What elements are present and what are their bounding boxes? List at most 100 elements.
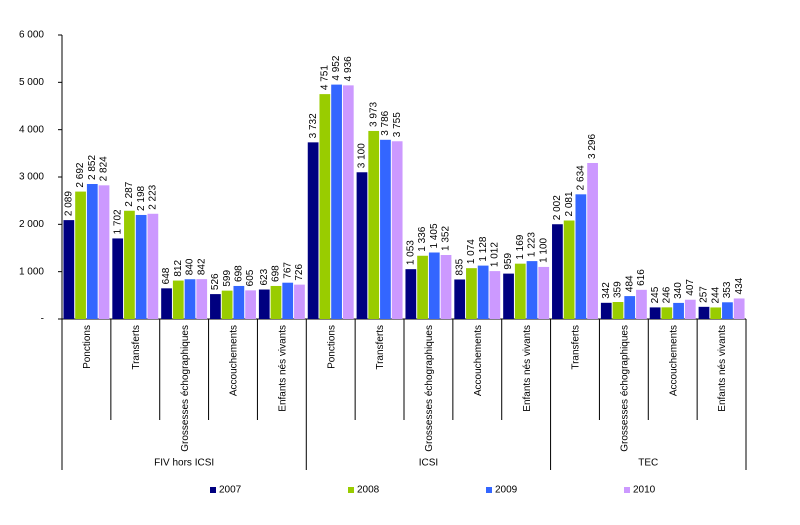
bar [612,302,624,319]
bar [673,302,684,319]
bar [514,263,526,319]
legend-label: 2009 [495,485,518,496]
category-label: Grossesses échographiques [619,325,630,452]
bar [258,289,270,319]
bar [503,273,514,319]
y-tick-label: 5 000 [19,77,44,88]
bar [270,285,282,319]
value-label: 835 [454,258,465,275]
bar [710,307,722,319]
value-label: 812 [173,259,184,276]
value-label: 2 223 [148,184,159,209]
bar [282,282,294,319]
y-tick-label: 2 000 [19,219,44,230]
category-label: Enfants nés vivants [277,325,288,412]
value-label: 3 786 [380,110,391,135]
category-label: Ponctions [326,325,337,369]
group-label: ICSI [419,458,438,469]
value-label: 959 [503,252,514,269]
y-tick-label: 3 000 [19,172,44,183]
value-label: 1 223 [527,232,538,257]
bar [600,302,612,319]
value-label: 257 [699,286,710,303]
category-label: Accouchements [229,325,240,396]
category-label: Transferts [571,325,582,370]
value-label: 1 100 [538,237,549,262]
legend-label: 2008 [357,485,380,496]
bar [391,141,403,319]
bar [417,255,428,319]
value-label: 1 074 [466,239,477,264]
value-label: 2 634 [576,165,587,190]
bar [356,172,368,319]
value-label: 726 [294,264,305,281]
value-label: 4 936 [343,56,354,81]
value-label: 407 [685,279,696,296]
bar [636,289,647,319]
bar [538,266,550,319]
bar [552,224,563,319]
value-label: 840 [185,258,196,275]
value-label: 484 [624,275,635,292]
bar [649,307,661,319]
bar [75,191,86,319]
bar [575,194,587,319]
bar [331,84,342,319]
bar [184,279,196,319]
bar [526,261,538,319]
group-label: FIV hors ICSI [154,458,214,469]
bar [405,269,417,319]
value-label: 244 [710,286,721,303]
bar [98,185,110,319]
value-label: 1 702 [112,209,123,234]
value-label: 1 352 [441,226,452,251]
category-label: Grossesses échographiques [180,325,191,452]
bar [477,265,489,319]
legend-swatch [624,487,630,493]
y-tick-label: 4 000 [19,124,44,135]
value-label: 4 751 [319,65,330,90]
y-tick-label: 6 000 [19,30,44,41]
bar [112,238,124,319]
value-label: 4 952 [331,55,342,80]
value-label: 698 [271,265,282,282]
value-label: 2 287 [124,181,135,206]
value-label: 648 [161,267,172,284]
value-label: 1 336 [417,226,428,251]
bar [454,279,466,319]
bar [307,142,319,319]
bar [684,299,696,319]
bar [161,288,172,319]
value-label: 3 100 [357,143,368,168]
legend-swatch [210,487,216,493]
value-label: 605 [245,269,256,286]
value-label: 1 012 [490,242,501,267]
value-label: 2 692 [75,162,86,187]
value-label: 359 [613,281,624,298]
bar [587,162,598,319]
value-label: 246 [661,286,672,303]
bar [294,284,305,319]
bar [147,213,159,319]
value-label: 2 852 [87,155,98,180]
bar [221,290,233,319]
bar [661,307,673,319]
value-label: 698 [234,265,245,282]
legend-swatch [486,487,492,493]
bar [428,252,440,319]
value-label: 3 732 [308,113,319,138]
bar [63,220,75,319]
value-label: 353 [722,281,733,298]
legend-label: 2010 [633,485,656,496]
bar [489,271,501,319]
bar [342,85,354,319]
value-label: 1 128 [478,236,489,261]
y-tick-label: 1 000 [19,266,44,277]
bar [380,139,391,319]
value-label: 526 [210,273,221,290]
value-label: 3 755 [392,112,403,137]
bar [86,184,98,319]
bar [124,210,135,319]
value-label: 434 [734,277,745,294]
legend-swatch [348,487,354,493]
